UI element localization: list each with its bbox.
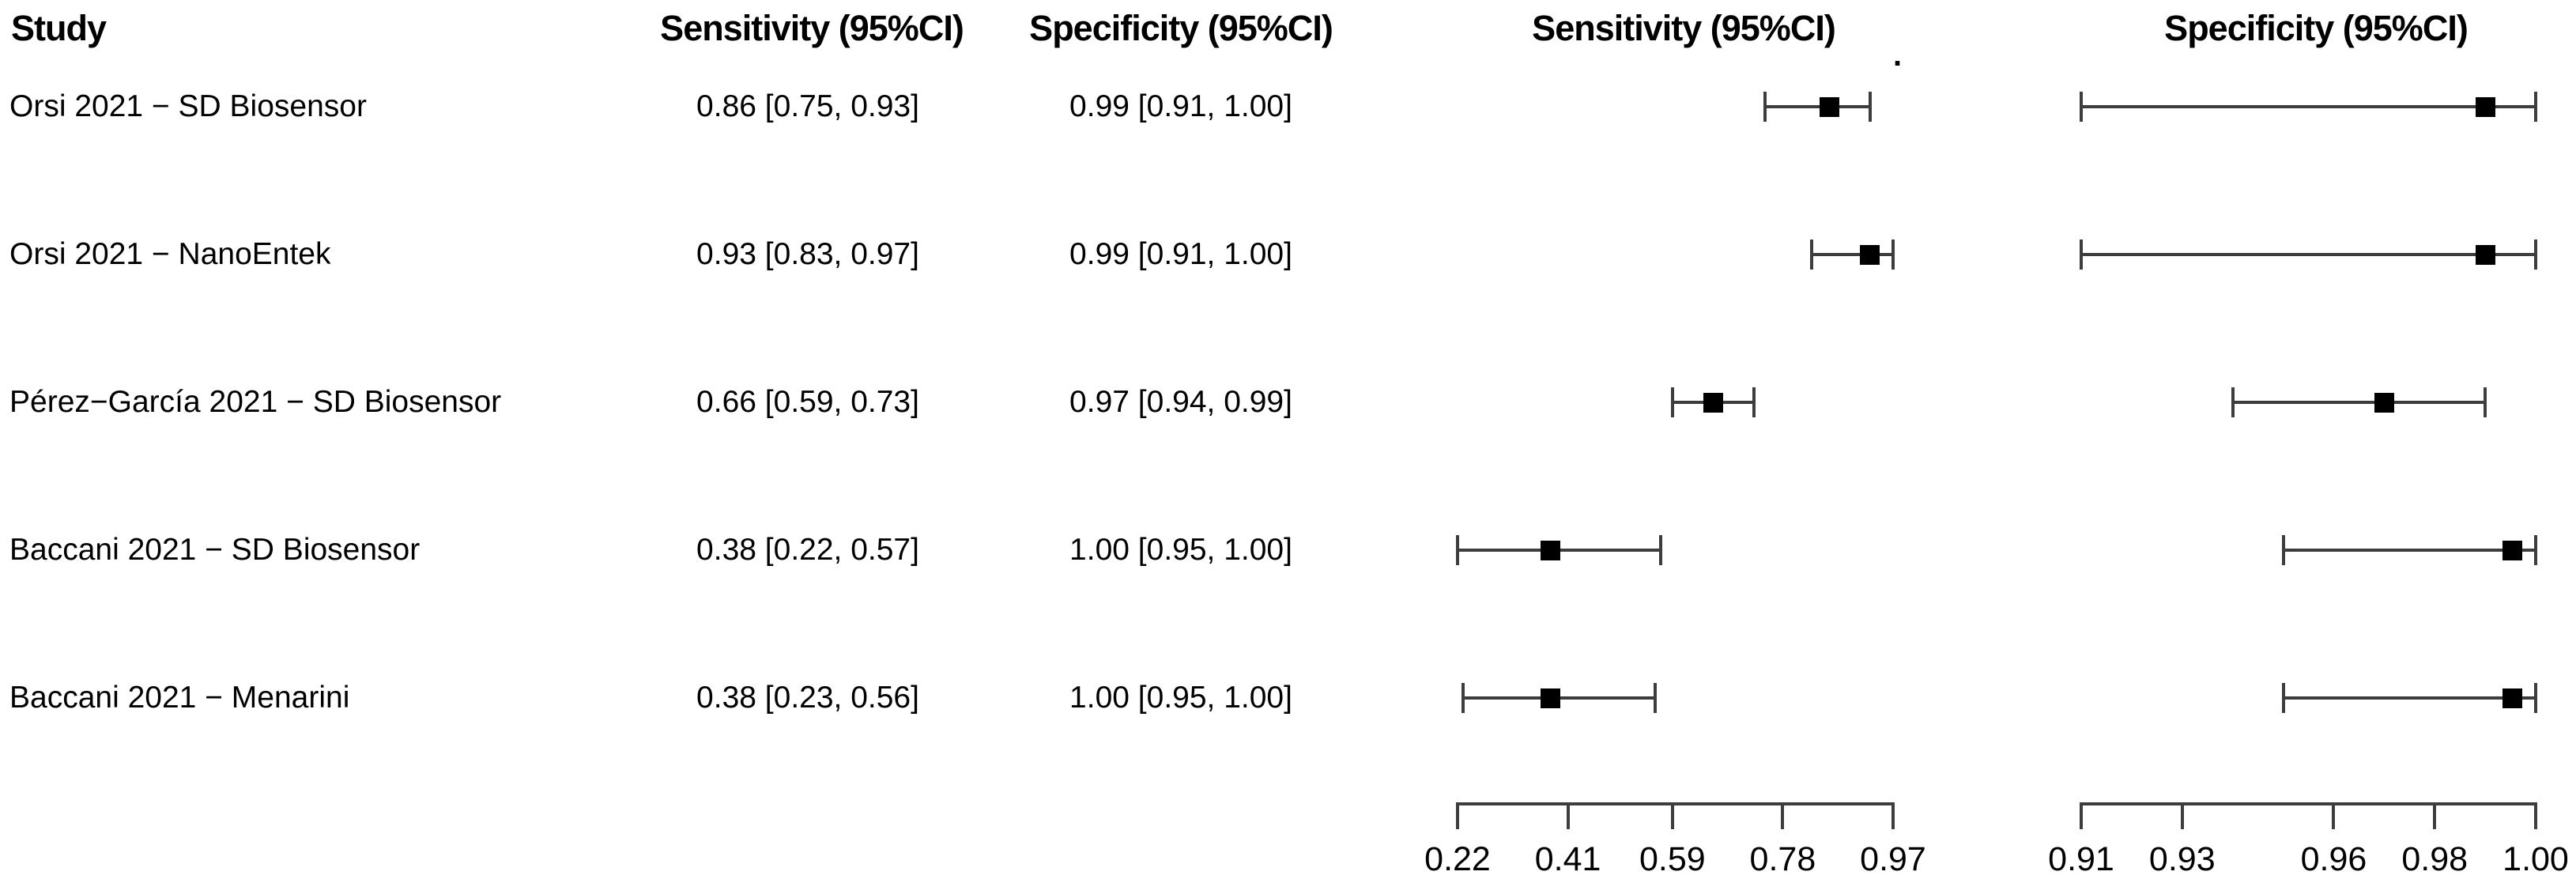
ci-cap-left [2281,535,2285,565]
point-estimate-marker [2475,244,2495,265]
point-estimate-marker [2502,540,2522,560]
ci-cap-right [1752,387,1756,417]
axis-tick-label: 0.41 [1534,840,1601,878]
ci-cap-left [1670,387,1674,417]
axis-tick-label: 0.91 [2048,840,2114,878]
axis-tick-label: 0.98 [2401,840,2469,878]
stray-period-glyph: . [1893,38,1903,73]
study-label: Orsi 2021 − SD Biosensor [9,89,367,123]
ci-cap-left [2080,92,2083,122]
specificity-value-text: 0.97 [0.94, 0.99] [1069,385,1292,419]
specificity-value-text: 0.99 [0.91, 1.00] [1069,89,1292,123]
sensitivity-value-text: 0.38 [0.22, 0.57] [696,533,919,567]
column-header-study: Study [11,8,107,48]
axis-tick-label: 0.22 [1424,840,1491,878]
ci-line [2081,253,2536,256]
ci-cap-right [2534,683,2537,713]
ci-cap-left [1456,535,1459,565]
study-label: Pérez−García 2021 − SD Biosensor [9,385,502,419]
plot-header-specificity: Specificity (95%CI) [2164,8,2469,48]
column-header-specificity-values: Specificity (95%CI) [1029,8,1333,48]
ci-cap-right [2534,535,2537,565]
study-label: Orsi 2021 − NanoEntek [9,237,331,271]
axis-tick [1456,802,1459,829]
axis-tick [2332,802,2336,829]
axis-tick [2180,802,2184,829]
ci-cap-left [2080,240,2083,270]
ci-line [1765,105,1870,108]
point-estimate-marker [1541,688,1561,708]
axis-tick-label: 1.00 [2502,840,2569,878]
ci-line [2232,401,2486,404]
ci-line [2283,549,2536,552]
study-label: Baccani 2021 − Menarini [9,681,350,715]
axis-tick-label: 0.96 [2300,840,2367,878]
ci-cap-left [1461,683,1465,713]
ci-cap-right [1891,240,1895,270]
point-estimate-marker [2502,688,2522,708]
specificity-value-text: 0.99 [0.91, 1.00] [1069,237,1292,271]
study-label: Baccani 2021 − SD Biosensor [9,533,421,567]
plot-header-sensitivity: Sensitivity (95%CI) [1532,8,1836,48]
point-estimate-marker [1859,244,1880,265]
axis-line [2080,802,2537,805]
ci-cap-right [2484,387,2487,417]
axis-tick-label: 0.97 [1860,840,1926,878]
axis-line [1456,802,1895,805]
sensitivity-value-text: 0.93 [0.83, 0.97] [696,237,919,271]
axis-tick [1566,802,1570,829]
axis-tick [1891,802,1895,829]
axis-tick [2534,802,2537,829]
axis-tick-label: 0.59 [1639,840,1706,878]
ci-cap-right [1653,683,1657,713]
point-estimate-marker [1541,540,1561,560]
axis-tick [1670,802,1674,829]
axis-tick [1781,802,1785,829]
sensitivity-value-text: 0.86 [0.75, 0.93] [696,89,919,123]
point-estimate-marker [1819,96,1839,117]
point-estimate-marker [2374,392,2394,413]
specificity-value-text: 1.00 [0.95, 1.00] [1069,533,1292,567]
ci-cap-right [2534,92,2537,122]
sensitivity-value-text: 0.38 [0.23, 0.56] [696,681,919,715]
point-estimate-marker [1703,392,1723,413]
ci-line [2081,105,2536,108]
ci-line [1812,253,1893,256]
axis-tick [2433,802,2437,829]
point-estimate-marker [2475,96,2495,117]
ci-line [2283,696,2536,700]
ci-cap-left [2281,683,2285,713]
column-header-sensitivity-values: Sensitivity (95%CI) [660,8,964,48]
axis-tick-label: 0.78 [1749,840,1816,878]
ci-cap-left [1763,92,1767,122]
sensitivity-value-text: 0.66 [0.59, 0.73] [696,385,919,419]
ci-cap-right [2534,240,2537,270]
axis-tick [2080,802,2083,829]
specificity-value-text: 1.00 [0.95, 1.00] [1069,681,1292,715]
ci-cap-right [1868,92,1872,122]
axis-tick-label: 0.93 [2148,840,2216,878]
ci-cap-left [1810,240,1814,270]
ci-cap-right [1659,535,1663,565]
ci-cap-left [2231,387,2235,417]
